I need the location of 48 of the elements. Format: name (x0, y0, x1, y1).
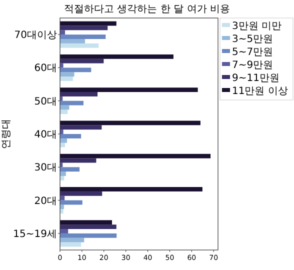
bar (60, 187, 202, 192)
bar (60, 100, 84, 106)
bar (60, 92, 98, 96)
y-tick-label: 30대 (34, 162, 57, 174)
bar (60, 142, 66, 148)
bar (60, 34, 106, 39)
legend-label: 3~5만원 (232, 34, 274, 45)
legend-label: 9~11만원 (232, 73, 280, 84)
bar (60, 72, 74, 77)
bar (60, 229, 68, 234)
legend-label: 3만원 미만 (232, 21, 282, 32)
legend-label: 7~9만원 (232, 60, 274, 71)
bar (60, 43, 99, 48)
bar (60, 167, 80, 172)
legend-label: 5~7만원 (232, 47, 274, 58)
bar (60, 220, 112, 225)
bar (60, 30, 66, 35)
bar (60, 38, 86, 44)
y-tick-label: 60대 (34, 63, 57, 74)
bar (60, 88, 198, 92)
bar (60, 130, 64, 134)
bar (60, 58, 104, 64)
bar (60, 209, 64, 214)
bar (60, 238, 84, 242)
legend-label: 11만원 이상 (232, 86, 288, 97)
bar (60, 120, 200, 126)
y-tick-label: 50대 (34, 96, 57, 108)
chart-title: 적절하다고 생각하는 한 달 여가 비용 (64, 4, 230, 15)
y-tick-label: 20대 (34, 196, 57, 207)
bar (60, 26, 108, 30)
bar (60, 125, 102, 130)
bar (60, 76, 73, 81)
y-tick-label: 40대 (34, 130, 57, 140)
bar (60, 154, 211, 158)
bar (60, 233, 117, 238)
bar (60, 21, 116, 26)
bar (60, 134, 82, 138)
bar (60, 224, 116, 230)
bar (60, 204, 64, 210)
bar (60, 138, 68, 143)
bar (60, 68, 92, 72)
y-tick-label: 15~19세 (13, 228, 57, 240)
bar (60, 172, 66, 176)
y-tick-label: 70대이상 (14, 30, 57, 42)
bar (60, 110, 68, 114)
bar (60, 54, 174, 59)
bar (60, 191, 102, 196)
y-axis-title: 연령대 (1, 119, 12, 149)
